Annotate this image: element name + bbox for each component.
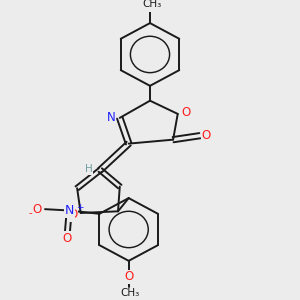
Text: N: N — [106, 111, 115, 124]
Text: +: + — [76, 203, 84, 212]
Text: H: H — [85, 164, 93, 174]
Text: O: O — [124, 270, 133, 283]
Text: O: O — [181, 106, 190, 119]
Text: O: O — [202, 128, 211, 142]
Text: -: - — [29, 208, 33, 218]
Text: O: O — [63, 232, 72, 245]
Text: N: N — [64, 204, 74, 217]
Text: O: O — [33, 203, 42, 216]
Text: CH₃: CH₃ — [142, 0, 161, 9]
Text: O: O — [68, 208, 77, 221]
Text: CH₃: CH₃ — [121, 288, 140, 298]
